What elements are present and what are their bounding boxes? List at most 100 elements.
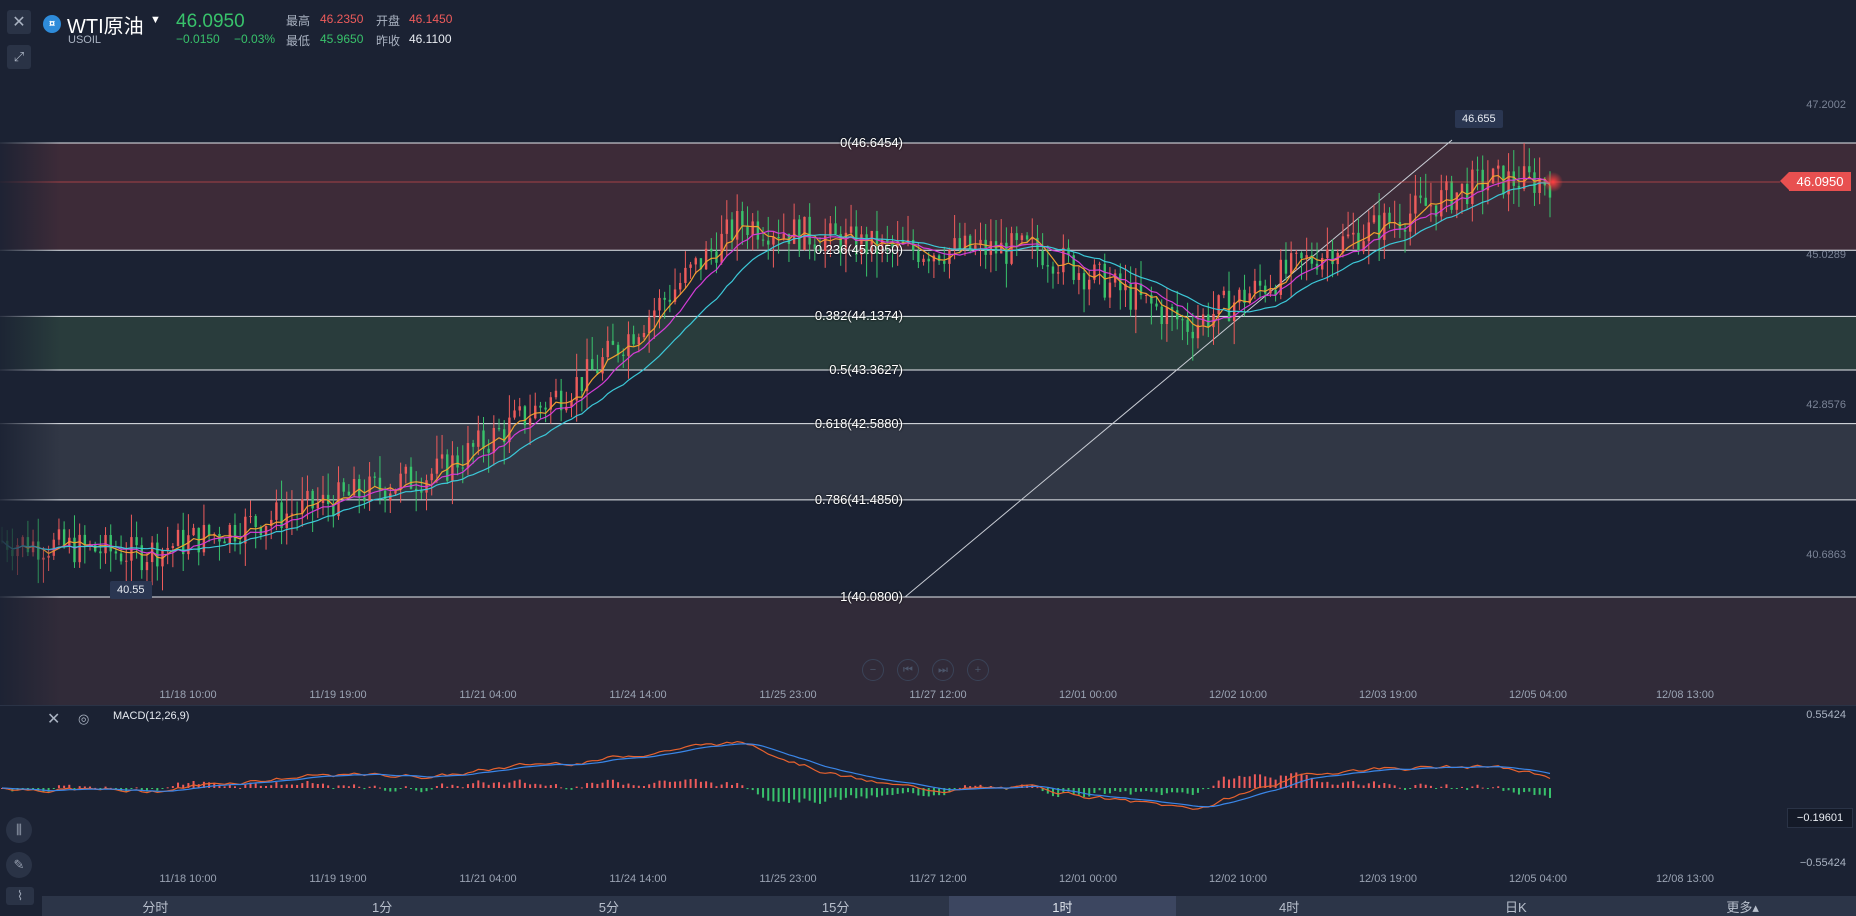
price-chart[interactable] — [0, 0, 1856, 705]
close-button[interactable]: ✕ — [7, 10, 31, 34]
indicator-icon[interactable]: ⌇ — [6, 887, 34, 905]
macd-histogram-bar — [290, 784, 293, 788]
macd-histogram-bar — [1398, 787, 1401, 789]
candle-body — [570, 400, 573, 407]
candle-body — [694, 258, 697, 265]
symbol-name[interactable]: WTI原油 — [67, 16, 144, 38]
macd-histogram-bar — [466, 784, 469, 788]
candle-body — [1108, 282, 1112, 298]
macd-axis-top: 0.55424 — [1806, 709, 1846, 721]
macd-histogram-bar — [1357, 784, 1360, 788]
candle-body — [1507, 171, 1510, 195]
candle-body — [632, 334, 635, 345]
macd-histogram-bar — [829, 788, 832, 798]
candle-body — [886, 239, 889, 243]
macd-histogram-bar — [1253, 774, 1256, 788]
candle-body — [1010, 233, 1013, 264]
candle-body — [1067, 247, 1070, 256]
macd-histogram-bar — [1383, 783, 1386, 788]
macd-histogram-bar — [1316, 781, 1319, 788]
macd-histogram-bar — [725, 782, 728, 788]
candle-body — [539, 405, 542, 408]
tab-0[interactable]: 分时 — [142, 899, 169, 915]
step-back-button[interactable]: ⏮ — [897, 659, 919, 681]
macd-histogram-bar — [187, 783, 190, 788]
candle-body — [1522, 166, 1526, 189]
candle-body — [1031, 237, 1034, 240]
candle-body — [565, 406, 568, 411]
candle-body — [83, 534, 87, 546]
candle-body — [482, 430, 485, 449]
candle-body — [259, 526, 263, 536]
time-axis-label: 12/08 13:00 — [1655, 689, 1715, 701]
tab-1[interactable]: 1分 — [372, 899, 393, 915]
macd-histogram-bar — [1460, 786, 1463, 788]
macd-histogram-bar — [404, 786, 407, 788]
macd-histogram-bar — [378, 787, 381, 789]
tab-4[interactable]: 1时 — [949, 896, 1176, 916]
candle-body — [1533, 172, 1536, 193]
candle-body — [1352, 232, 1355, 235]
tab-6[interactable]: 日K — [1505, 899, 1527, 915]
zoom-in-button[interactable]: + — [967, 659, 989, 681]
macd-histogram-bar — [306, 780, 309, 788]
macd-histogram-bar — [1139, 788, 1142, 792]
macd-histogram-bar — [886, 788, 889, 795]
candle-body — [244, 516, 247, 544]
macd-histogram-bar — [1512, 788, 1515, 793]
tab-7[interactable]: 更多▴ — [1726, 899, 1759, 915]
macd-histogram-bar — [57, 785, 60, 788]
macd-histogram-bar — [534, 783, 537, 788]
macd-histogram-bar — [1466, 788, 1469, 790]
macd-histogram-bar — [1362, 785, 1365, 788]
tab-2[interactable]: 5分 — [598, 899, 619, 915]
zoom-out-button[interactable]: − — [862, 659, 884, 681]
candle-body — [1295, 252, 1298, 254]
tab-3[interactable]: 15分 — [821, 899, 850, 915]
candle-body — [875, 230, 879, 254]
candle-body — [865, 234, 868, 255]
macd-histogram-bar — [850, 788, 853, 796]
macd-histogram-bar — [259, 785, 262, 788]
candle-body — [1310, 255, 1314, 264]
macd-histogram-bar — [917, 788, 920, 796]
candle-body — [1232, 302, 1236, 322]
candle-body — [207, 525, 211, 536]
candle-body — [710, 248, 713, 252]
macd-histogram-bar — [513, 780, 516, 788]
candle-body — [844, 232, 848, 254]
draw-tool-icon[interactable]: ✎ — [6, 852, 32, 878]
tab-5[interactable]: 4时 — [1279, 899, 1300, 915]
macd-histogram-bar — [705, 781, 708, 788]
candle-body — [1248, 293, 1251, 304]
macd-histogram-bar — [523, 782, 526, 788]
macd-current-tag: −0.19601 — [1787, 808, 1853, 828]
candle-body — [554, 390, 558, 398]
macd-histogram-bar — [353, 784, 356, 788]
fib-level-label: 0(46.6454) — [840, 135, 903, 150]
macd-histogram-bar — [627, 783, 630, 788]
macd-histogram-bar — [565, 788, 568, 790]
candle-body — [948, 249, 951, 264]
fullscreen-icon[interactable]: ⤢ — [7, 45, 31, 69]
macd-histogram-bar — [410, 788, 413, 789]
candle-body — [135, 537, 138, 546]
candle-body — [99, 551, 102, 554]
macd-histogram-bar — [798, 788, 801, 803]
macd-histogram-bar — [596, 783, 599, 788]
candle-type-icon[interactable]: ⫼ — [6, 817, 32, 843]
macd-chart[interactable] — [0, 706, 1780, 876]
candle-body — [637, 337, 641, 345]
chevron-down-icon[interactable]: ▼ — [150, 14, 161, 26]
fib-level-label: 0.382(44.1374) — [814, 308, 903, 324]
step-forward-button[interactable]: ⏭ — [932, 659, 954, 681]
candle-body — [145, 562, 149, 571]
macd-histogram-bar — [1041, 788, 1044, 792]
candle-body — [1088, 279, 1091, 290]
candle-body — [818, 249, 822, 252]
macd-settings-icon[interactable]: ◎ — [78, 711, 90, 726]
price-axis-label: 45.0289 — [1806, 249, 1846, 261]
macd-close-icon[interactable]: ✕ — [47, 711, 61, 728]
candle-body — [1015, 233, 1018, 240]
candle-body — [1056, 272, 1060, 274]
